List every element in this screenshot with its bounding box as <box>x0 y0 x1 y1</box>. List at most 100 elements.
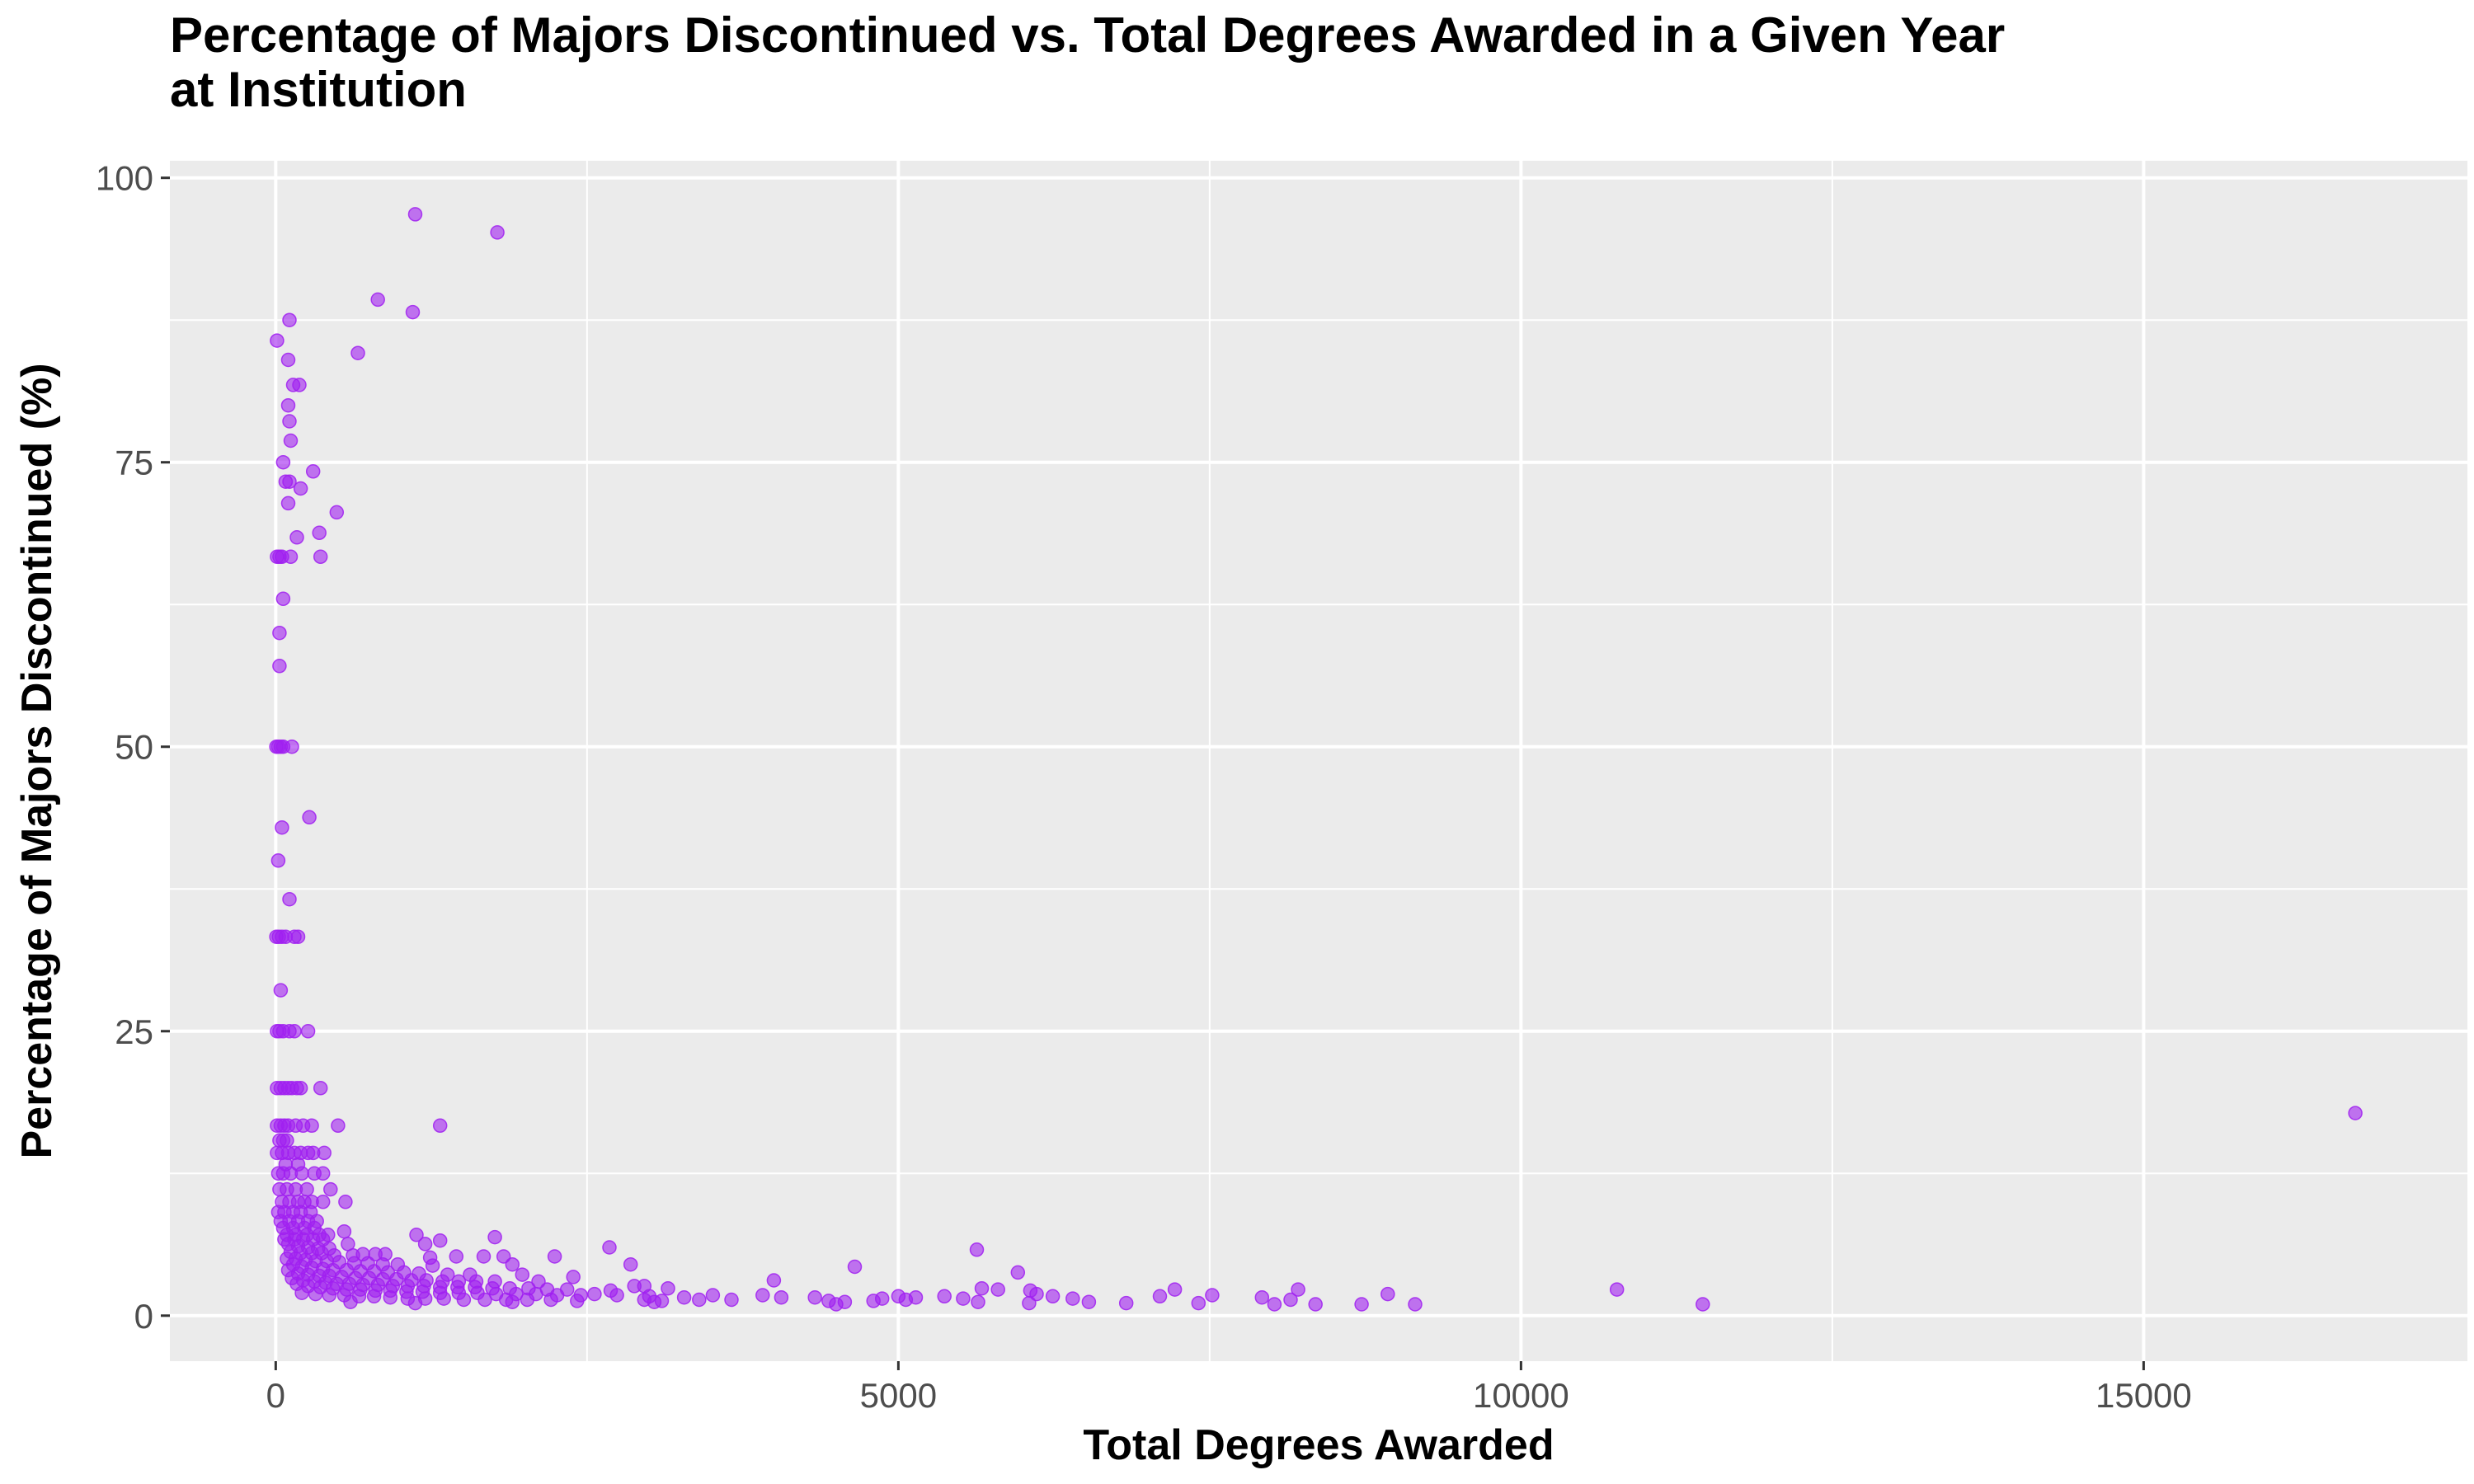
data-point <box>305 464 321 479</box>
data-point <box>847 1259 863 1275</box>
data-point <box>956 1291 971 1306</box>
data-point <box>312 525 327 541</box>
data-point <box>476 1249 492 1264</box>
data-point <box>370 292 385 308</box>
data-point <box>290 929 306 944</box>
data-point <box>1167 1282 1183 1297</box>
data-point <box>315 1195 331 1209</box>
tick-labels: 0 5000 10000 15000 0 25 50 75 100 <box>96 159 2192 1415</box>
data-point <box>292 378 307 392</box>
data-point <box>1118 1295 1134 1311</box>
data-point <box>304 1118 319 1134</box>
data-point <box>1609 1282 1625 1297</box>
grid-major <box>170 161 2467 1361</box>
x-tick-label: 0 <box>266 1376 285 1415</box>
data-point <box>705 1288 721 1303</box>
data-point <box>315 1166 331 1181</box>
data-point <box>505 1256 520 1272</box>
data-point <box>1291 1282 1305 1297</box>
data-points <box>269 207 2363 1312</box>
data-point <box>974 1280 990 1296</box>
data-point <box>449 1249 464 1264</box>
data-point <box>294 1285 309 1300</box>
data-point <box>1010 1265 1026 1280</box>
data-point <box>299 1181 314 1197</box>
data-point <box>602 1240 617 1255</box>
data-point <box>417 1237 433 1252</box>
data-point <box>300 1024 316 1039</box>
data-point <box>270 333 285 348</box>
data-point <box>282 414 297 429</box>
data-point <box>724 1292 739 1308</box>
data-point <box>1045 1289 1061 1304</box>
data-point <box>407 207 423 222</box>
data-point <box>275 591 291 607</box>
data-point <box>383 1289 398 1305</box>
data-point <box>285 739 299 754</box>
data-point <box>587 1286 602 1302</box>
data-point <box>405 304 421 320</box>
data-point <box>308 1286 323 1302</box>
data-point <box>1283 1292 1298 1308</box>
data-point <box>282 891 297 907</box>
data-point <box>490 225 505 240</box>
plot-panel <box>170 161 2467 1361</box>
data-point <box>1081 1294 1097 1309</box>
data-point <box>283 433 299 448</box>
data-point <box>1254 1289 1270 1305</box>
data-point <box>456 1292 472 1308</box>
data-point <box>1408 1297 1423 1312</box>
data-point <box>477 1292 492 1308</box>
data-point <box>432 1118 448 1134</box>
chart-title: Percentage of Majors Discontinued vs. To… <box>170 8 2462 117</box>
data-point <box>520 1292 535 1308</box>
data-point <box>755 1288 770 1303</box>
data-point <box>280 1133 294 1148</box>
data-point <box>766 1273 782 1288</box>
data-point <box>336 1223 352 1239</box>
data-point <box>2348 1106 2363 1120</box>
data-point <box>302 810 317 825</box>
y-tick-label: 25 <box>115 1012 153 1051</box>
data-point <box>272 625 287 641</box>
data-point <box>270 853 286 868</box>
x-tick-label: 10000 <box>1473 1376 1569 1415</box>
data-point <box>282 312 297 327</box>
data-point <box>547 1249 562 1264</box>
grid-minor <box>170 161 2467 1361</box>
data-point <box>1696 1297 1710 1312</box>
x-axis-title: Total Degrees Awarded <box>1083 1421 1554 1469</box>
x-tick-label: 5000 <box>860 1376 937 1415</box>
data-point <box>937 1289 952 1304</box>
data-point <box>969 1242 985 1257</box>
data-point <box>1205 1288 1220 1303</box>
data-point <box>866 1294 881 1308</box>
data-point <box>505 1294 520 1309</box>
data-point <box>280 352 296 368</box>
data-point <box>313 549 328 565</box>
y-tick-label: 0 <box>134 1297 153 1336</box>
data-point <box>287 1024 302 1039</box>
data-point <box>338 1195 353 1209</box>
data-point <box>487 1229 502 1245</box>
chart-title-line-1: Percentage of Majors Discontinued vs. To… <box>170 7 2006 63</box>
data-point <box>676 1289 692 1305</box>
data-point <box>293 1081 308 1096</box>
data-point <box>1267 1297 1282 1312</box>
data-point <box>289 530 304 545</box>
data-point <box>515 1267 530 1282</box>
data-point <box>570 1294 585 1308</box>
data-point <box>294 1166 309 1181</box>
data-point <box>317 1145 332 1161</box>
data-point <box>350 345 365 360</box>
data-point <box>774 1289 789 1305</box>
chart-title-line-2: at Institution <box>170 62 467 117</box>
data-point <box>329 505 345 520</box>
data-point <box>1380 1286 1395 1302</box>
y-tick-label: 100 <box>96 159 153 198</box>
data-point <box>432 1233 448 1248</box>
data-point <box>609 1288 624 1303</box>
data-point <box>343 1294 358 1309</box>
data-point <box>280 397 296 413</box>
